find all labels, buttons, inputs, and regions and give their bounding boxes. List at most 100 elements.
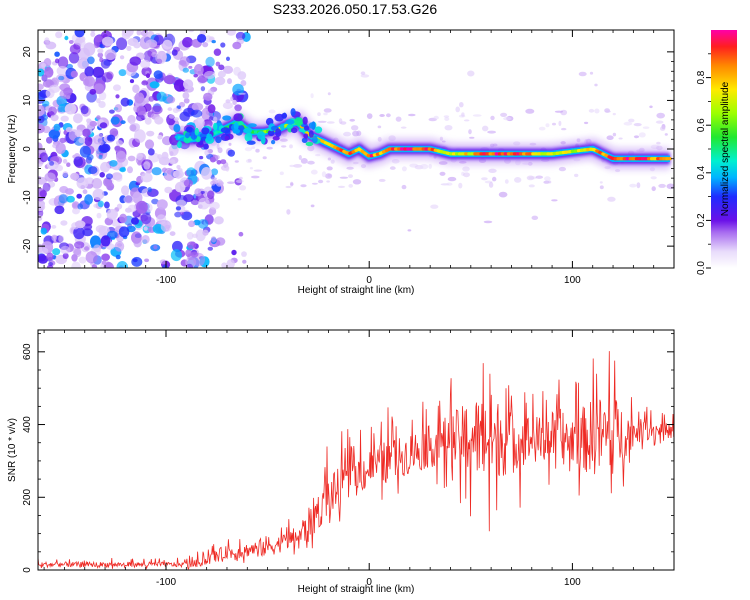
noise-speckle [68,52,80,64]
noise-speckle [114,145,121,153]
faint-speckle [599,181,603,184]
noise-speckle [74,30,85,38]
faint-speckle [379,114,385,117]
noise-speckle [232,41,242,50]
noise-speckle [105,173,113,180]
faint-speckle [377,136,382,142]
faint-speckle [498,191,508,198]
noise-speckle [202,229,209,236]
noise-speckle [123,195,134,204]
noise-speckle [144,117,152,125]
ridge-blob [312,135,318,144]
noise-speckle [207,190,215,200]
ridge-blob [247,123,257,128]
noise-speckle [118,226,130,238]
faint-speckle [247,158,252,163]
faint-speckle [633,123,642,127]
faint-speckle [544,176,551,181]
noise-speckle [104,49,117,61]
noise-speckle [183,98,190,104]
faint-speckle [468,129,472,135]
y-tick-label: 0 [22,567,33,573]
noise-speckle [58,75,65,81]
faint-speckle [310,169,318,175]
ridge-blob [305,141,314,147]
noise-speckle [96,98,101,104]
spectrogram-x-axis: -100 0 100 [43,30,675,286]
x-tick-label: 100 [564,275,581,286]
noise-speckle [187,241,197,250]
noise-speckle [38,115,45,124]
faint-speckle [366,113,373,119]
faint-speckle [352,179,362,185]
snr-x-axis-label: Height of straight line (km) [298,584,415,595]
noise-speckle [109,128,119,137]
ridge-blob [194,127,199,136]
faint-speckle [321,171,327,178]
faint-speckle [348,174,353,179]
noise-speckle [155,50,167,65]
noise-speckle [226,56,230,61]
noise-speckle [38,92,46,104]
noise-speckle [132,191,143,204]
faint-speckle [612,132,617,137]
faint-speckle [469,136,475,139]
faint-speckle [535,175,543,179]
noise-speckle [151,167,162,176]
faint-speckle [213,116,218,122]
noise-speckle [222,101,233,110]
ridge-blob [183,136,191,144]
faint-speckle [255,148,260,153]
noise-speckle [77,203,83,210]
ridge-blob [303,125,310,131]
faint-speckle [310,204,315,208]
ridge-blob [185,132,190,139]
y-tick-label: 400 [22,416,33,433]
faint-speckle [554,110,564,113]
ridge-blob [275,128,282,138]
faint-speckle [459,102,464,108]
faint-speckle [311,182,318,185]
noise-speckle [71,261,81,268]
faint-speckle [636,182,641,189]
noise-speckle [136,152,143,161]
noise-speckle [213,48,222,56]
faint-speckle [281,145,287,148]
faint-speckle [578,71,587,77]
noise-speckle [231,249,237,256]
ridge-blob [286,124,293,129]
noise-speckle [156,214,167,225]
faint-speckle [545,123,550,128]
faint-speckle [228,142,232,146]
noise-speckle [68,40,74,44]
faint-speckle [658,183,666,188]
ridge-blob [303,133,309,139]
noise-speckle [141,80,149,86]
ridge-blob [243,128,252,134]
faint-speckle [327,173,331,178]
ridge-blob [233,113,243,122]
noise-speckle [92,66,105,78]
faint-speckle [349,118,356,122]
noise-speckle [205,35,212,43]
noise-speckle [59,89,71,99]
ridge-blob [220,127,231,134]
snr-series-line [38,351,674,570]
faint-speckle [446,182,453,186]
noise-speckle [44,37,50,43]
noise-speckle [38,253,47,262]
noise-speckle [115,254,121,260]
faint-speckle [433,115,439,120]
noise-speckle [54,164,64,172]
noise-speckle [58,194,68,204]
noise-speckle [101,72,113,83]
noise-speckle [186,232,194,240]
noise-speckle [91,264,98,268]
noise-speckle [126,45,132,52]
noise-speckle [60,220,68,226]
noise-speckle [134,129,146,143]
noise-speckle [84,66,94,77]
noise-speckle [194,188,203,197]
colorbar-ticks: 0.0 0.2 0.4 0.6 0.8 [696,53,711,275]
noise-speckle [127,166,133,174]
